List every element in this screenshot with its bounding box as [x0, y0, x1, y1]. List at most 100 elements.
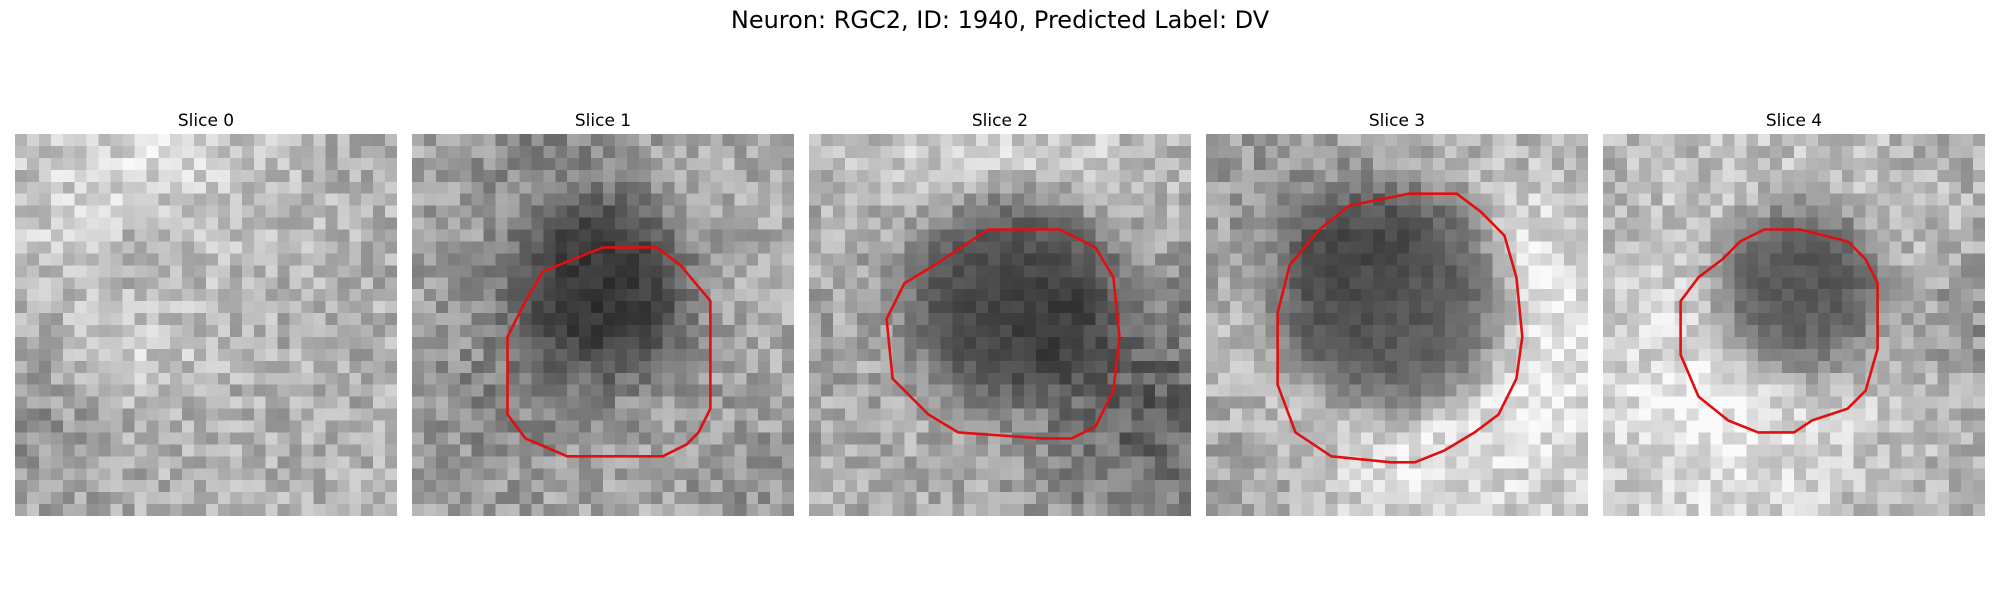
- pixel: [241, 217, 255, 231]
- pixel: [1155, 480, 1168, 493]
- pixel: [1325, 432, 1338, 445]
- pixel: [26, 145, 40, 159]
- pixel: [758, 253, 771, 266]
- pixel: [820, 444, 834, 457]
- pixel: [277, 169, 291, 183]
- pixel: [1877, 265, 1891, 278]
- pixel: [1167, 432, 1180, 445]
- pixel: [1480, 229, 1494, 243]
- pixel: [1770, 408, 1783, 422]
- pixel: [1794, 265, 1807, 278]
- pixel: [1179, 157, 1191, 171]
- pixel: [349, 360, 362, 374]
- pixel: [134, 504, 147, 516]
- pixel: [26, 241, 40, 254]
- pixel: [722, 313, 735, 326]
- pixel: [964, 289, 977, 302]
- pixel: [349, 480, 362, 493]
- pixel: [349, 145, 362, 159]
- pixel: [1071, 420, 1085, 434]
- pixel: [50, 241, 64, 254]
- pixel: [1480, 468, 1494, 481]
- pixel: [206, 157, 219, 171]
- pixel: [1119, 217, 1132, 231]
- pixel: [770, 408, 783, 422]
- pixel: [1746, 360, 1759, 374]
- pixel: [1071, 193, 1085, 207]
- pixel: [1047, 181, 1061, 195]
- pixel: [1504, 480, 1517, 493]
- pixel: [373, 492, 386, 505]
- pixel: [1385, 420, 1398, 434]
- pixel: [373, 504, 386, 516]
- pixel: [734, 492, 747, 505]
- pixel: [1289, 348, 1303, 362]
- pixel: [1143, 492, 1156, 505]
- pixel: [170, 217, 183, 231]
- pixel: [507, 134, 521, 147]
- pixel: [38, 444, 52, 457]
- pixel: [241, 145, 255, 159]
- pixel: [591, 432, 604, 445]
- pixel: [1059, 444, 1073, 457]
- pixel: [1698, 348, 1712, 362]
- pixel: [1841, 444, 1855, 457]
- pixel: [1071, 456, 1085, 469]
- pixel: [591, 313, 604, 326]
- pixel: [1674, 181, 1688, 195]
- pixel: [1877, 205, 1891, 219]
- pixel: [940, 492, 953, 505]
- pixel: [74, 396, 88, 410]
- pixel: [1937, 205, 1950, 219]
- pixel: [253, 217, 267, 231]
- pixel: [1552, 420, 1565, 434]
- pixel: [758, 336, 771, 350]
- pixel: [614, 217, 628, 231]
- pixel: [1841, 134, 1855, 147]
- pixel: [1504, 229, 1517, 243]
- pixel: [614, 193, 628, 207]
- pixel: [1865, 432, 1879, 445]
- pixel: [1528, 396, 1541, 410]
- pixel: [1782, 229, 1795, 243]
- pixel: [844, 217, 858, 231]
- pixel: [1805, 444, 1819, 457]
- pixel: [1119, 456, 1132, 469]
- pixel: [1206, 277, 1219, 290]
- pixel: [361, 396, 374, 410]
- pixel: [86, 348, 100, 362]
- pixel: [1047, 301, 1061, 314]
- pixel: [373, 480, 386, 493]
- pixel: [373, 420, 386, 434]
- pixel: [1770, 217, 1783, 231]
- pixel: [325, 289, 338, 302]
- pixel: [277, 265, 291, 278]
- pixel: [435, 289, 449, 302]
- pixel: [483, 289, 497, 302]
- pixel: [495, 253, 509, 266]
- pixel: [471, 456, 485, 469]
- pixel: [1095, 325, 1109, 338]
- pixel: [1614, 205, 1628, 219]
- pixel: [1758, 205, 1771, 219]
- pixel: [1805, 396, 1819, 410]
- pixel: [194, 408, 207, 422]
- pixel: [555, 193, 568, 207]
- pixel: [710, 181, 723, 195]
- pixel: [964, 372, 977, 386]
- pixel: [1973, 408, 1985, 422]
- pixel: [1528, 253, 1541, 266]
- pixel: [50, 134, 64, 147]
- pixel: [1710, 289, 1723, 302]
- pixel: [1698, 360, 1712, 374]
- pixel: [459, 348, 473, 362]
- pixel: [782, 181, 794, 195]
- pixel: [698, 504, 712, 516]
- pixel: [782, 336, 794, 350]
- pixel: [1686, 408, 1700, 422]
- pixel: [1265, 492, 1279, 505]
- pixel: [1698, 205, 1712, 219]
- pixel: [964, 492, 977, 505]
- pixel: [1167, 301, 1180, 314]
- pixel: [1349, 265, 1362, 278]
